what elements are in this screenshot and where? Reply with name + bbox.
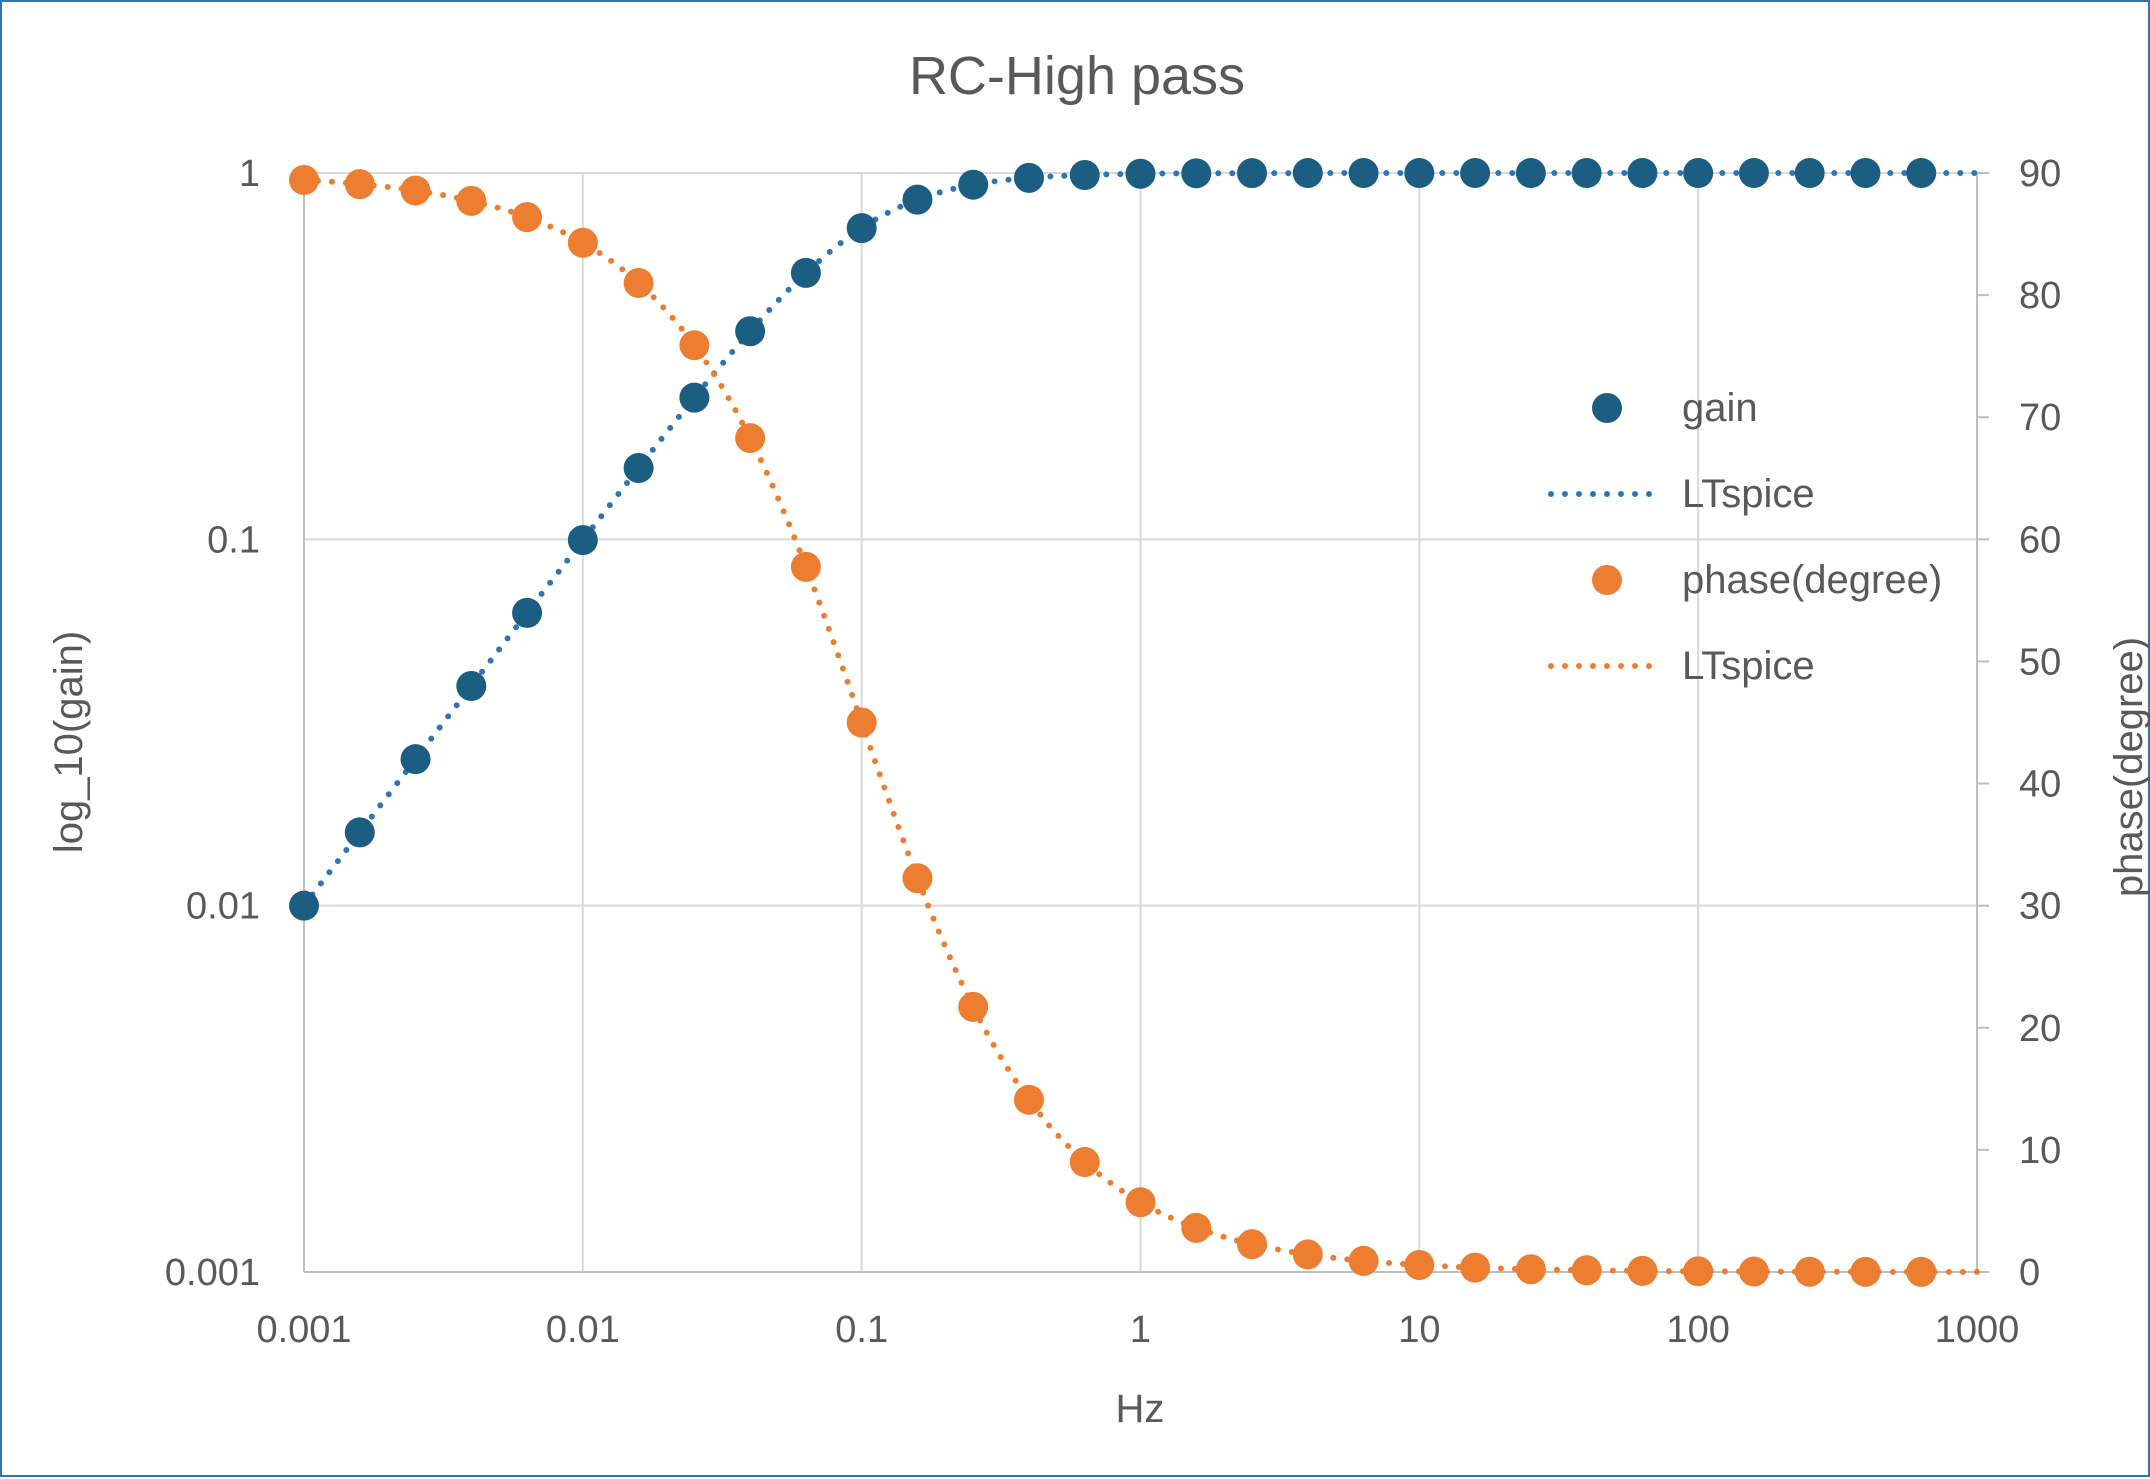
data-point-phase	[1906, 1256, 1937, 1287]
chart-title: RC-High pass	[909, 46, 1245, 106]
data-point-phase	[456, 185, 487, 216]
data-point-gain	[1738, 158, 1769, 189]
data-point-gain	[1125, 158, 1156, 189]
x-tick-label: 100	[1666, 1309, 1729, 1351]
x-tick-label: 0.001	[256, 1309, 351, 1351]
data-point-gain	[1348, 158, 1379, 189]
legend: gain LTspice phase(degree) LTspice	[1548, 386, 1942, 688]
data-point-gain	[400, 744, 431, 775]
data-point-phase	[1850, 1256, 1881, 1287]
data-point-gain	[679, 382, 710, 413]
data-point-phase	[1013, 1084, 1044, 1115]
data-point-gain	[1181, 158, 1212, 189]
y-right-tick-label: 90	[2019, 153, 2061, 195]
x-tick-label: 1000	[1935, 1309, 2020, 1351]
y-right-tick-label: 20	[2019, 1008, 2061, 1050]
y-right-axis-title: phase(degree)	[2107, 637, 2150, 897]
y-right-tick-label: 80	[2019, 275, 2061, 317]
legend-label: LTspice	[1682, 472, 1815, 516]
data-point-gain	[344, 817, 375, 848]
data-point-gain	[846, 213, 877, 244]
data-point-gain	[289, 890, 319, 921]
data-point-phase	[679, 330, 710, 361]
data-point-phase	[1515, 1254, 1546, 1285]
y-right-tick-label: 40	[2019, 764, 2061, 806]
series-layer	[289, 158, 1980, 1287]
data-point-gain	[1515, 158, 1546, 189]
data-point-phase	[512, 202, 543, 233]
tick-labels: 0.001 0.01 0.1 1 10 100 10000.0010.010.1101020…	[165, 153, 2061, 1351]
data-point-gain	[456, 670, 487, 701]
legend-label: LTspice	[1682, 644, 1815, 688]
data-point-phase	[289, 164, 319, 195]
y-left-tick-label: 1	[239, 153, 260, 195]
data-point-phase	[902, 863, 933, 894]
legend-label: gain	[1682, 386, 1758, 430]
data-point-phase	[1460, 1252, 1491, 1283]
y-left-tick-label: 0.1	[207, 519, 260, 561]
data-point-phase	[790, 551, 821, 582]
x-tick-label: 0.1	[835, 1309, 888, 1351]
data-point-gain	[1460, 158, 1491, 189]
axes	[303, 172, 1989, 1273]
data-point-phase	[1683, 1256, 1714, 1287]
data-point-gain	[1013, 162, 1044, 193]
data-point-phase	[1571, 1255, 1602, 1286]
data-point-gain	[1627, 158, 1658, 189]
legend-marker	[1592, 393, 1622, 423]
data-point-phase	[400, 175, 431, 206]
y-right-tick-label: 70	[2019, 397, 2061, 439]
legend-marker	[1592, 565, 1622, 595]
data-point-gain	[512, 597, 543, 628]
y-left-tick-label: 0.01	[186, 886, 260, 928]
data-point-gain	[623, 453, 654, 484]
data-point-gain	[1683, 158, 1714, 189]
data-point-gain	[902, 184, 933, 215]
x-tick-label: 10	[1398, 1309, 1440, 1351]
data-point-gain	[1404, 158, 1435, 189]
y-left-tick-label: 0.001	[165, 1252, 260, 1294]
data-point-phase	[1738, 1256, 1769, 1287]
data-point-phase	[1125, 1187, 1156, 1218]
data-point-gain	[1850, 158, 1881, 188]
y-right-tick-label: 60	[2019, 519, 2061, 561]
grid-lines	[303, 172, 1978, 1273]
data-point-phase	[1237, 1229, 1268, 1260]
y-right-tick-label: 50	[2019, 641, 2061, 683]
data-point-phase	[344, 169, 375, 200]
data-point-phase	[1069, 1147, 1100, 1178]
data-point-phase	[1627, 1255, 1658, 1286]
data-point-phase	[623, 267, 654, 298]
data-point-gain	[567, 525, 598, 556]
y-right-tick-label: 30	[2019, 886, 2061, 928]
data-point-phase	[1794, 1256, 1825, 1287]
data-point-phase	[958, 991, 989, 1022]
data-point-gain	[1069, 159, 1100, 190]
legend-label: phase(degree)	[1682, 558, 1942, 602]
data-point-gain	[735, 316, 766, 347]
data-point-gain	[1571, 158, 1602, 189]
data-point-gain	[790, 257, 821, 288]
data-point-phase	[846, 707, 877, 738]
data-point-gain	[1794, 158, 1825, 189]
data-point-phase	[1292, 1239, 1323, 1270]
data-point-gain	[1237, 158, 1268, 189]
data-point-phase	[1348, 1245, 1379, 1276]
data-point-phase	[1181, 1212, 1212, 1243]
data-point-gain	[1292, 158, 1323, 189]
data-point-gain	[1906, 158, 1937, 188]
y-right-tick-label: 10	[2019, 1130, 2061, 1172]
data-point-phase	[735, 423, 766, 454]
x-tick-label: 1	[1130, 1309, 1151, 1351]
x-tick-label: 0.01	[546, 1309, 620, 1351]
data-point-gain	[958, 169, 989, 200]
data-point-phase	[1404, 1250, 1435, 1281]
data-point-phase	[567, 227, 598, 258]
y-left-axis-title: log_10(gain)	[47, 631, 91, 853]
y-right-tick-label: 0	[2019, 1252, 2040, 1294]
x-axis-title: Hz	[1116, 1387, 1165, 1431]
